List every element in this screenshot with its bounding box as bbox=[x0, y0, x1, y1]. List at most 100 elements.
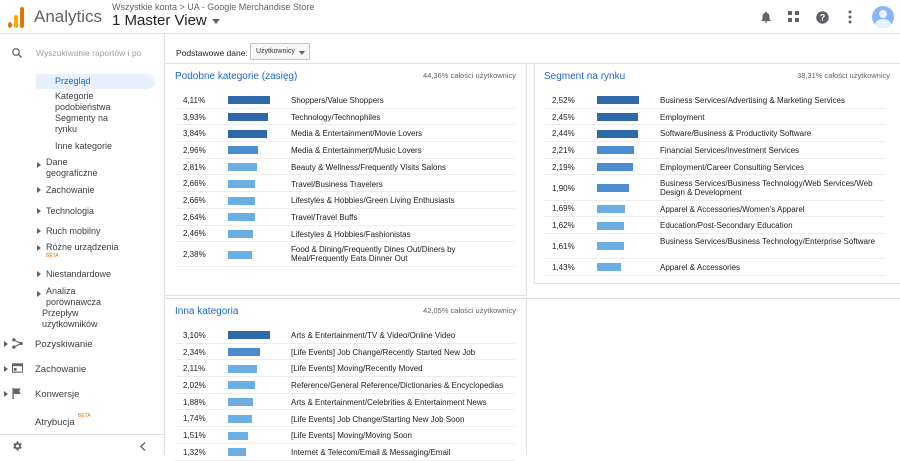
table-row[interactable]: 2,19% Employment/Career Consulting Servic… bbox=[544, 159, 884, 176]
row-label[interactable]: Software/Business & Productivity Softwar… bbox=[660, 129, 812, 139]
row-label[interactable]: [Life Events] Moving/Recently Moved bbox=[291, 364, 423, 374]
expand-arrow-icon bbox=[4, 341, 8, 347]
row-label[interactable]: [Life Events] Job Change/Starting New Jo… bbox=[291, 414, 465, 424]
table-row[interactable]: 2,38% Food & Dining/Frequently Dines Out/… bbox=[175, 242, 515, 268]
table-row[interactable]: 1,90% Business Services/Business Technolo… bbox=[544, 176, 884, 201]
table-row[interactable]: 2,64% Travel/Travel Buffs bbox=[175, 209, 515, 226]
table-row[interactable]: 2,46% Lifestyles & Hobbies/Fashionistas bbox=[175, 226, 515, 243]
sidebar-item-geo[interactable]: Dane geograficzne bbox=[46, 157, 116, 179]
panel-title[interactable]: Podobne kategorie (zasięg) bbox=[175, 71, 298, 82]
analytics-logo[interactable] bbox=[8, 6, 24, 28]
row-label[interactable]: Business Services/Advertising & Marketin… bbox=[660, 96, 845, 105]
sidebar-item-cross-device[interactable]: Różne urządzenia bbox=[46, 242, 146, 253]
row-label[interactable]: [Life Events] Moving/Moving Soon bbox=[291, 431, 412, 441]
row-value: 1,32% bbox=[183, 447, 206, 457]
row-label[interactable]: Shoppers/Value Shoppers bbox=[291, 96, 384, 105]
sidebar-item-behavior[interactable]: Zachowanie bbox=[46, 185, 136, 196]
table-row[interactable]: 2,96% Media & Entertainment/Music Lovers bbox=[175, 142, 515, 159]
table-row[interactable]: 2,45% Employment bbox=[544, 109, 884, 126]
table-row[interactable]: 2,52% Business Services/Advertising & Mar… bbox=[544, 92, 884, 109]
table-row[interactable]: 1,69% Apparel & Accessories/Women's Appar… bbox=[544, 201, 884, 218]
table-row[interactable]: 1,32% Internet & Telecom/Email & Messagin… bbox=[175, 444, 515, 461]
table-row[interactable]: 1,51% [Life Events] Moving/Moving Soon bbox=[175, 427, 515, 444]
table-row[interactable]: 2,66% Travel/Business Travelers bbox=[175, 176, 515, 193]
bell-icon[interactable] bbox=[752, 3, 780, 31]
row-value: 4,11% bbox=[183, 95, 206, 105]
row-label[interactable]: Lifestyles & Hobbies/Fashionistas bbox=[291, 229, 411, 239]
sidebar-item-other-categories[interactable]: Inne kategorie bbox=[55, 141, 155, 152]
primary-dimension-select[interactable]: Użytkownicy bbox=[250, 43, 310, 60]
table-row[interactable]: 3,10% Arts & Entertainment/TV & Video/Onl… bbox=[175, 327, 515, 344]
row-value: 2,21% bbox=[552, 145, 575, 155]
gear-icon[interactable] bbox=[11, 440, 23, 452]
row-label[interactable]: Business Services/Business Technology/En… bbox=[660, 236, 876, 246]
primary-dimension-label: Podstawowe dane: bbox=[176, 48, 248, 58]
table-row[interactable]: 1,43% Apparel & Accessories bbox=[544, 259, 884, 276]
row-label[interactable]: Beauty & Wellness/Frequently Visits Salo… bbox=[291, 162, 446, 172]
row-label[interactable]: Arts & Entertainment/Celebrities & Enter… bbox=[291, 397, 487, 407]
sidebar-section-conversions[interactable]: Konwersje bbox=[35, 389, 80, 400]
sidebar-section-behavior[interactable]: Zachowanie bbox=[35, 364, 87, 375]
apps-grid-icon[interactable] bbox=[780, 3, 808, 31]
collapse-chevron-icon[interactable] bbox=[140, 442, 146, 451]
row-label[interactable]: Food & Dining/Frequently Dines Out/Diner… bbox=[291, 245, 456, 264]
table-row[interactable]: 2,02% Reference/General Reference/Diction… bbox=[175, 377, 515, 394]
row-value: 1,69% bbox=[552, 204, 575, 214]
table-row[interactable]: 1,62% Education/Post-Secondary Education bbox=[544, 217, 884, 234]
panel-title[interactable]: Inna kategoria bbox=[175, 306, 239, 317]
sidebar-item-label: Technologia bbox=[46, 206, 95, 216]
sidebar-item-benchmarking[interactable]: Analiza porównawcza bbox=[46, 286, 112, 308]
table-row[interactable]: 3,84% Media & Entertainment/Movie Lovers bbox=[175, 125, 515, 143]
row-bar bbox=[597, 146, 634, 155]
sidebar-item-label: Zachowanie bbox=[46, 185, 95, 195]
sidebar-item-affinity-inmarket[interactable]: Kategorie podobieństwa Segmenty na rynku bbox=[55, 91, 120, 135]
row-value: 1,43% bbox=[552, 262, 575, 272]
table-row[interactable]: 3,93% Technology/Technophiles bbox=[175, 109, 515, 126]
row-label[interactable]: Reference/General Reference/Dictionaries… bbox=[291, 381, 504, 391]
sidebar-item-technology[interactable]: Technologia bbox=[46, 206, 136, 217]
sidebar-item-mobile[interactable]: Ruch mobilny bbox=[46, 226, 136, 237]
view-selector[interactable]: 1 Master View bbox=[112, 12, 220, 29]
row-label[interactable]: Employment/Career Consulting Services bbox=[660, 162, 805, 172]
account-breadcrumb[interactable]: Wszystkie konta > UA - Google Merchandis… bbox=[112, 2, 315, 12]
row-label[interactable]: Apparel & Accessories/Women's Apparel bbox=[660, 204, 805, 214]
row-label[interactable]: Employment bbox=[660, 112, 705, 122]
row-label[interactable]: [Life Events] Job Change/Recently Starte… bbox=[291, 347, 476, 357]
row-label[interactable]: Apparel & Accessories bbox=[660, 262, 741, 272]
row-label[interactable]: Arts & Entertainment/TV & Video/Online V… bbox=[291, 331, 456, 340]
table-row[interactable]: 1,88% Arts & Entertainment/Celebrities & … bbox=[175, 394, 515, 411]
sidebar-section-acquisition[interactable]: Pozyskiwanie bbox=[35, 339, 93, 350]
sidebar-section-attribution[interactable]: Atrybucja bbox=[35, 417, 75, 428]
expand-arrow-icon bbox=[37, 187, 41, 193]
in-market-panel: Segment na rynku 38,31% całości użytkown… bbox=[534, 64, 900, 284]
table-row[interactable]: 1,74% [Life Events] Job Change/Starting N… bbox=[175, 411, 515, 428]
row-label[interactable]: Travel/Business Travelers bbox=[291, 179, 383, 189]
sidebar-item-users-flow[interactable]: Przepływ użytkowników bbox=[42, 308, 108, 330]
sidebar-item-custom[interactable]: Niestandardowe bbox=[46, 269, 136, 280]
panel-title[interactable]: Segment na rynku bbox=[544, 71, 626, 82]
row-label[interactable]: Media & Entertainment/Music Lovers bbox=[291, 146, 422, 156]
search-input[interactable] bbox=[36, 48, 156, 58]
avatar[interactable] bbox=[872, 6, 894, 28]
table-row[interactable]: 2,44% Software/Business & Productivity So… bbox=[544, 125, 884, 143]
more-vert-icon[interactable] bbox=[836, 3, 864, 31]
row-label[interactable]: Internet & Telecom/Email & Messaging/Ema… bbox=[291, 447, 451, 457]
table-row[interactable]: 2,21% Financial Services/Investment Servi… bbox=[544, 142, 884, 159]
primary-dimension-value: Użytkownicy bbox=[256, 48, 295, 55]
row-label[interactable]: Financial Services/Investment Services bbox=[660, 146, 800, 156]
help-icon[interactable]: ? bbox=[808, 3, 836, 31]
table-row[interactable]: 2,81% Beauty & Wellness/Frequently Visits… bbox=[175, 159, 515, 176]
row-label[interactable]: Lifestyles & Hobbies/Green Living Enthus… bbox=[291, 196, 455, 206]
table-row[interactable]: 2,34% [Life Events] Job Change/Recently S… bbox=[175, 344, 515, 361]
row-label[interactable]: Education/Post-Secondary Education bbox=[660, 221, 793, 231]
app-name: Analytics bbox=[34, 7, 103, 26]
table-row[interactable]: 2,66% Lifestyles & Hobbies/Green Living E… bbox=[175, 192, 515, 209]
table-row[interactable]: 2,11% [Life Events] Moving/Recently Moved bbox=[175, 360, 515, 378]
row-label[interactable]: Technology/Technophiles bbox=[291, 112, 381, 122]
sidebar-item-overview[interactable]: Przegląd bbox=[36, 74, 155, 89]
row-label[interactable]: Business Services/Business Technology/We… bbox=[660, 178, 873, 197]
row-label[interactable]: Travel/Travel Buffs bbox=[291, 212, 358, 222]
table-row[interactable]: 4,11% Shoppers/Value Shoppers bbox=[175, 92, 515, 109]
row-label[interactable]: Media & Entertainment/Movie Lovers bbox=[291, 129, 423, 139]
table-row[interactable]: 1,61% Business Services/Business Technolo… bbox=[544, 234, 884, 259]
